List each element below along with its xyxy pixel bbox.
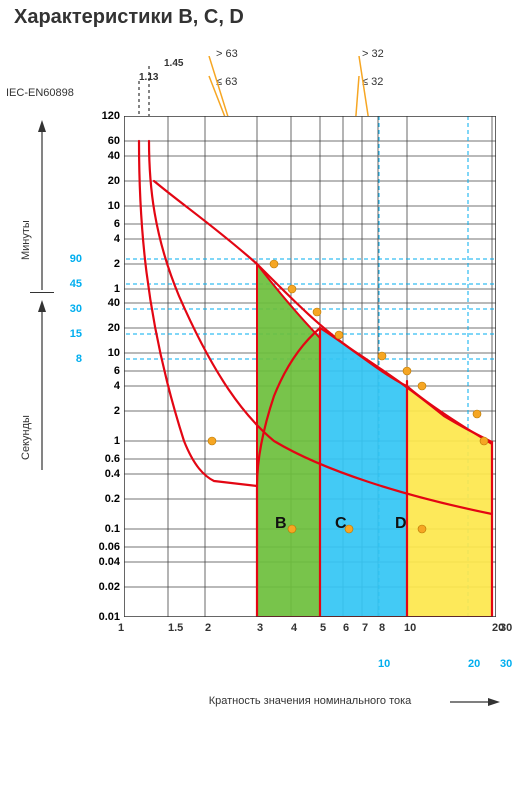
ytick: 0.01: [78, 611, 120, 623]
ytick: 60: [78, 135, 120, 147]
xtick: 8: [379, 622, 385, 634]
yaxis-divider: [30, 292, 54, 293]
ytick: 6: [78, 365, 120, 377]
leader-lines: [124, 56, 504, 116]
ytick: 1: [78, 283, 120, 295]
ytick: 120: [78, 110, 120, 122]
xtick-blue: 30: [500, 658, 512, 670]
xaxis-arrow: [450, 697, 500, 707]
ytick: 0.02: [78, 581, 120, 593]
yaxis-arrow-seconds: [36, 300, 48, 470]
ytick: 2: [78, 405, 120, 417]
xtick: 1: [118, 622, 124, 634]
ytick: 1: [78, 435, 120, 447]
ytick: 20: [78, 322, 120, 334]
ytick: 6: [78, 218, 120, 230]
xtick: 7: [362, 622, 368, 634]
ytick: 0.6: [78, 453, 120, 465]
ytick-blue: 90: [56, 253, 82, 265]
ytick: 4: [78, 233, 120, 245]
xtick: 6: [343, 622, 349, 634]
ytick: 0.2: [78, 493, 120, 505]
xtick: 3: [257, 622, 263, 634]
chart-title: Характеристики B, C, D: [14, 6, 244, 29]
xaxis-label: Кратность значения номинального тока: [180, 695, 440, 707]
ytick: 2: [78, 258, 120, 270]
zone-label-b: B: [275, 515, 287, 533]
ytick: 0.4: [78, 468, 120, 480]
ytick: 4: [78, 380, 120, 392]
ytick-blue: 8: [56, 353, 82, 365]
yaxis-label-minutes: Минуты: [20, 220, 32, 260]
ytick-blue: 45: [56, 278, 82, 290]
xtick: 4: [291, 622, 297, 634]
xtick: 2: [205, 622, 211, 634]
standard-label: IEC-EN60898: [6, 87, 74, 99]
xtick: 10: [404, 622, 416, 634]
zone-label-d: D: [395, 515, 407, 533]
ytick: 20: [78, 175, 120, 187]
ytick: 40: [78, 297, 120, 309]
xtick-blue: 20: [468, 658, 480, 670]
ytick: 0.04: [78, 556, 120, 568]
xtick-blue: 10: [378, 658, 390, 670]
xtick: 5: [320, 622, 326, 634]
yaxis-arrow-minutes: [36, 120, 48, 290]
ytick-blue: 30: [56, 303, 82, 315]
ytick: 10: [78, 347, 120, 359]
ytick: 10: [78, 200, 120, 212]
xtick: 1.5: [168, 622, 183, 634]
ytick-blue: 15: [56, 328, 82, 340]
zone-label-c: C: [335, 515, 347, 533]
xtick: 30: [500, 622, 512, 634]
ytick: 0.06: [78, 541, 120, 553]
ytick: 40: [78, 150, 120, 162]
chart-plot: [124, 116, 496, 617]
yaxis-label-seconds: Секунды: [20, 415, 32, 460]
ytick: 0.1: [78, 523, 120, 535]
